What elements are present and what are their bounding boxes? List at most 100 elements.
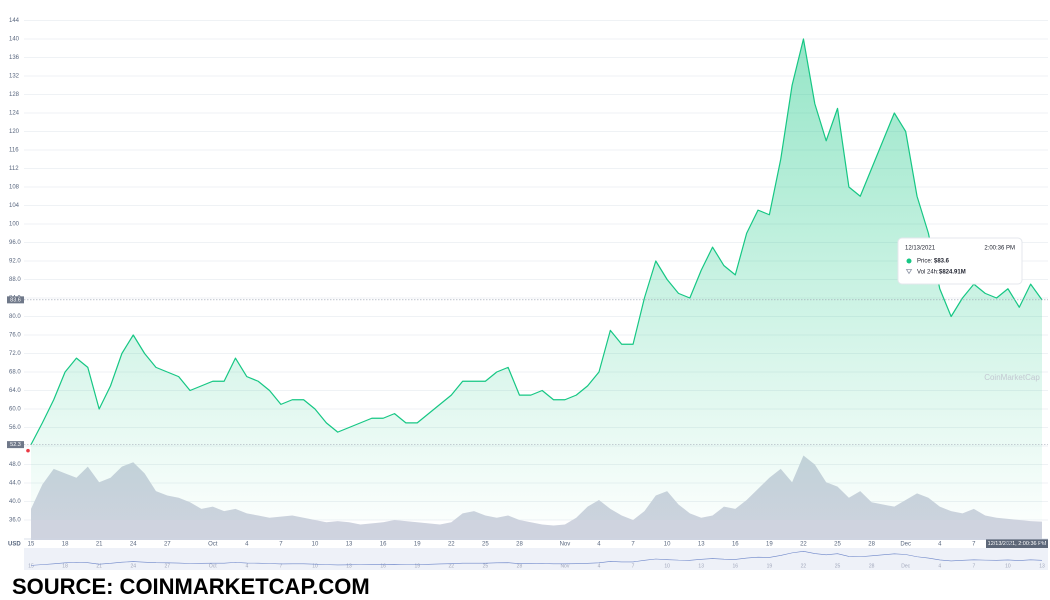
x-tick-label: Dec — [900, 542, 911, 548]
x-tick-label: 16 — [380, 542, 387, 548]
tooltip-volume-label: Vol 24h: — [917, 270, 939, 276]
navigator-tick-label: 21 — [96, 563, 102, 569]
navigator-tick-label: 19 — [414, 563, 420, 569]
y-tick-label: 116 — [9, 148, 19, 154]
x-tick-label: 4 — [938, 542, 942, 548]
navigator-tick-label: 10 — [1005, 563, 1011, 569]
navigator-tick-label: 7 — [280, 563, 283, 569]
end-label-box — [986, 539, 1048, 548]
x-tick-label: 22 — [800, 542, 807, 548]
y-tick-label: 76.0 — [9, 333, 21, 339]
navigator-tick-label: Nov — [560, 563, 569, 569]
tooltip-date: 12/13/2021 — [905, 246, 936, 252]
current-price-box — [7, 296, 24, 304]
navigator-tick-label: 28 — [869, 563, 875, 569]
navigator-tick-label: 4 — [598, 563, 601, 569]
y-tick-label: 144 — [9, 18, 20, 24]
x-tick-label: 4 — [245, 542, 249, 548]
y-tick-label: 56.0 — [9, 425, 21, 431]
y-tick-label: 80.0 — [9, 314, 21, 320]
x-tick-label: 13 — [1039, 542, 1046, 548]
y-tick-label: 140 — [9, 37, 20, 43]
x-tick-label: 28 — [868, 542, 875, 548]
tooltip-time: 2:00:36 PM — [984, 246, 1015, 252]
navigator-tick-label: 28 — [517, 563, 523, 569]
y-tick-label: 120 — [9, 129, 20, 135]
y-tick-label: 96.0 — [9, 240, 21, 246]
x-tick-label: 21 — [96, 542, 103, 548]
tooltip-price-label: Price: — [917, 259, 933, 265]
navigator-tick-label: 19 — [767, 563, 773, 569]
x-tick-label: 25 — [834, 542, 841, 548]
open-dot — [26, 448, 30, 453]
y-tick-label: 104 — [9, 203, 20, 209]
tooltip-price: $83.6 — [934, 259, 950, 265]
x-tick-label: 22 — [448, 542, 455, 548]
navigator-tick-label: 13 — [698, 563, 704, 569]
navigator-tick-label: 4 — [245, 563, 248, 569]
y-tick-label: 136 — [9, 55, 20, 61]
x-tick-label: 24 — [130, 542, 137, 548]
x-tick-label: 28 — [516, 542, 523, 548]
current-price-label: 83.6 — [10, 297, 21, 303]
tooltip: 12/13/2021 2:00:36 PM Price: $83.6 Vol 2… — [897, 237, 1023, 285]
y-tick-label: 48.0 — [9, 462, 21, 468]
navigator-line — [30, 550, 1043, 566]
tooltip-box — [897, 237, 1023, 285]
navigator-tick-label: 25 — [835, 563, 841, 569]
source: SOURCE: COINMARKETCAP.COM — [12, 574, 370, 599]
navigator-tick-label: 7 — [972, 563, 975, 569]
navigator-tick-label: Dec — [901, 563, 910, 569]
y-tick-label: 40.0 — [9, 499, 21, 505]
x-tick-label: 19 — [414, 542, 421, 548]
open-price-box — [7, 441, 24, 449]
navigator-tick-label: 10 — [664, 563, 670, 569]
tooltip-volume: $824.91M — [939, 270, 966, 276]
watermark: CoinMarketCap — [984, 373, 1040, 382]
end-label: 12/13/2021, 2:00:36 PM — [988, 541, 1047, 547]
navigator-tick-label: 22 — [449, 563, 455, 569]
navigator-tick-label: 18 — [62, 563, 68, 569]
x-tick-label: Oct — [208, 542, 218, 548]
x-tick-label: 7 — [631, 542, 635, 548]
y-tick-label: 132 — [9, 74, 20, 80]
x-tick-label: 13 — [346, 542, 353, 548]
x-tick-label: 4 — [597, 542, 601, 548]
x-tick-label: 27 — [164, 542, 171, 548]
navigator-tick-label: 15 — [28, 563, 34, 569]
navigator-tick-label: 16 — [380, 563, 386, 569]
y-tick-label: 68.0 — [9, 370, 21, 376]
navigator-tick-label: 7 — [632, 563, 635, 569]
tooltip-volume-icon — [905, 269, 913, 275]
open-price-label: 52.3 — [10, 442, 21, 448]
x-tick-label: 13 — [698, 542, 705, 548]
y-tick-label: 88.0 — [9, 277, 21, 283]
y-tick-label: 72.0 — [9, 351, 21, 357]
y-tick-label: 44.0 — [9, 481, 21, 487]
x-tick-label: 10 — [664, 542, 671, 548]
y-tick-label: 64.0 — [9, 388, 21, 394]
y-tick-label: 100 — [9, 222, 20, 228]
x-tick-label: 19 — [766, 542, 773, 548]
price-area — [31, 39, 1042, 520]
x-tick-label: 10 — [1005, 542, 1012, 548]
x-tick-label: 18 — [62, 542, 69, 548]
x-tick-label: Nov — [560, 542, 571, 548]
navigator-tick-label: 10 — [312, 563, 318, 569]
navigator-tick-label: 13 — [346, 563, 352, 569]
navigator-tick-label: 25 — [483, 563, 489, 569]
navigator-tick-label: 27 — [165, 563, 171, 569]
navigator-tick-label: 4 — [938, 563, 941, 569]
navigator-layer: 15 18 21 24 27 Oct 4 7 10 13 16 19 22 25 28 Nov 4 7 10 13 16… — [28, 550, 1045, 569]
navigator-tick-label: 22 — [801, 563, 807, 569]
x-tick-label: 15 — [28, 542, 35, 548]
grid: 36.040.044.048.052.056.060.064.068.072.0… — [9, 18, 1048, 524]
x-tick-label: 16 — [732, 542, 739, 548]
y-tick-label: 36.0 — [9, 518, 21, 524]
navigator-tick-label: Oct — [209, 563, 217, 569]
price-line — [30, 38, 1043, 445]
navigator-tick-label: 16 — [733, 563, 739, 569]
x-tick-label: 25 — [482, 542, 489, 548]
